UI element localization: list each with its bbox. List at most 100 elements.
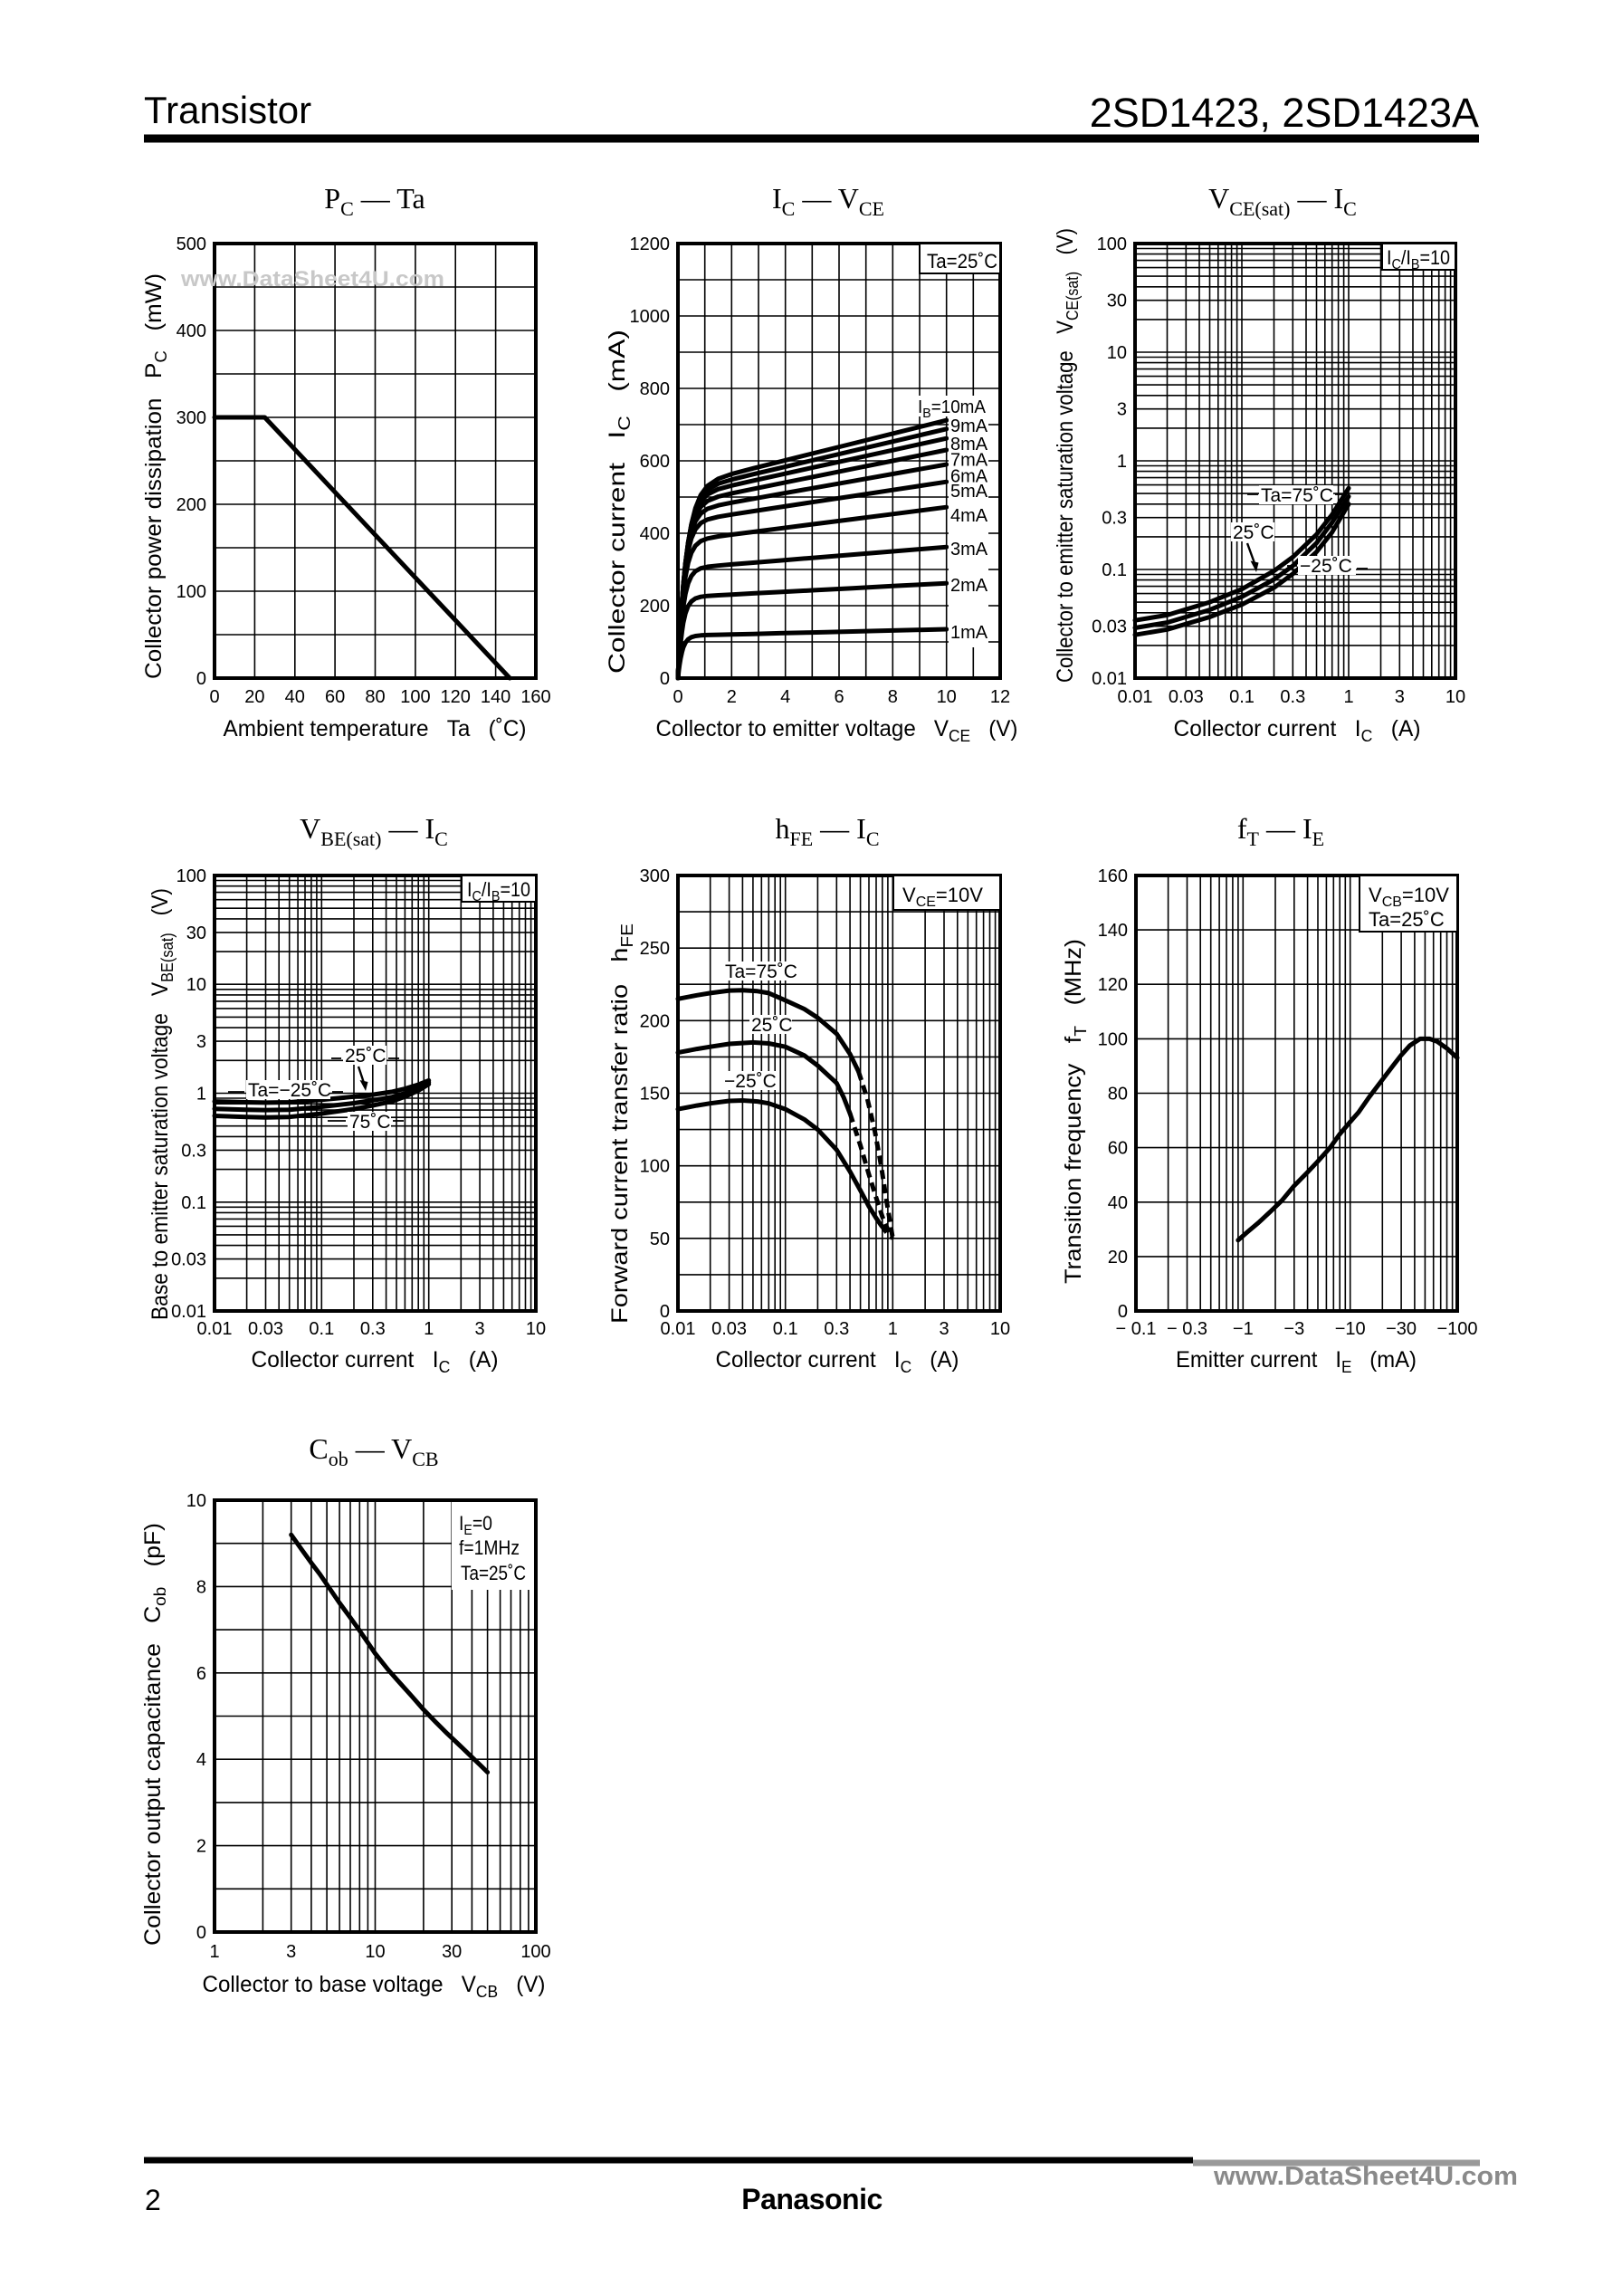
svg-text:Transistor: Transistor [144, 89, 311, 131]
svg-text:−1: −1 [1233, 1319, 1254, 1339]
svg-text:120: 120 [441, 687, 471, 707]
svg-text:VCB=10V: VCB=10V [1369, 884, 1449, 910]
svg-text:4: 4 [780, 687, 790, 707]
svg-text:10: 10 [526, 1319, 546, 1339]
svg-text:0.3: 0.3 [1102, 509, 1127, 529]
svg-text:10: 10 [365, 1942, 385, 1962]
svg-text:−3: −3 [1283, 1319, 1304, 1339]
svg-text:400: 400 [177, 321, 206, 341]
svg-text:0: 0 [1118, 1302, 1128, 1322]
svg-text:Collector current IC (A): Collector current IC (A) [716, 1347, 959, 1376]
svg-text:10: 10 [1445, 687, 1465, 707]
svg-text:60: 60 [1108, 1139, 1128, 1159]
svg-text:2: 2 [727, 687, 737, 707]
svg-text:6: 6 [834, 687, 844, 707]
svg-text:1: 1 [1117, 452, 1127, 472]
svg-text:300: 300 [640, 866, 670, 886]
svg-text:60: 60 [325, 687, 345, 707]
svg-text:40: 40 [1108, 1193, 1128, 1213]
svg-text:3: 3 [286, 1942, 296, 1962]
svg-text:www.DataSheet4U.com: www.DataSheet4U.com [1213, 2162, 1518, 2191]
svg-text:0.01: 0.01 [1092, 669, 1127, 689]
svg-text:−25˚C: −25˚C [724, 1071, 777, 1092]
svg-text:150: 150 [640, 1085, 670, 1105]
svg-text:0.03: 0.03 [248, 1319, 283, 1339]
svg-text:10: 10 [186, 1491, 206, 1511]
svg-text:8: 8 [888, 687, 898, 707]
svg-text:IE=0: IE=0 [459, 1512, 492, 1538]
svg-text:0: 0 [209, 687, 219, 707]
svg-text:20: 20 [244, 687, 264, 707]
svg-text:0.3: 0.3 [1280, 687, 1305, 707]
svg-text:1: 1 [424, 1319, 434, 1339]
svg-text:Collector current IC (A): Collector current IC (A) [252, 1347, 499, 1376]
svg-text:20: 20 [1108, 1248, 1128, 1268]
svg-text:0: 0 [660, 669, 670, 689]
svg-text:Emitter current IE (mA): Emitter current IE (mA) [1176, 1347, 1417, 1376]
svg-text:0.01: 0.01 [1118, 687, 1153, 707]
svg-text:PC — Ta: PC — Ta [324, 182, 425, 220]
svg-text:Panasonic: Panasonic [741, 2183, 883, 2215]
svg-text:0.1: 0.1 [1102, 560, 1127, 580]
svg-text:0.03: 0.03 [711, 1319, 747, 1339]
svg-text:VCE=10V: VCE=10V [902, 884, 983, 910]
svg-text:1: 1 [196, 1085, 206, 1105]
svg-text:400: 400 [640, 524, 670, 544]
svg-text:8mA: 8mA [950, 435, 988, 454]
svg-text:−10: −10 [1335, 1319, 1366, 1339]
svg-text:40: 40 [285, 687, 305, 707]
svg-text:0.01: 0.01 [197, 1319, 233, 1339]
svg-text:10: 10 [1107, 343, 1127, 363]
svg-text:− 0.3: − 0.3 [1167, 1319, 1207, 1339]
svg-text:100: 100 [1098, 1029, 1128, 1049]
svg-text:2mA: 2mA [950, 576, 988, 596]
svg-text:−25˚C: −25˚C [1300, 556, 1352, 577]
svg-text:1: 1 [1343, 687, 1353, 707]
svg-text:0.01: 0.01 [171, 1302, 206, 1322]
svg-text:10: 10 [937, 687, 957, 707]
svg-text:Ta=25˚C: Ta=25˚C [1369, 908, 1445, 931]
svg-text:4: 4 [196, 1750, 206, 1770]
svg-text:160: 160 [520, 687, 550, 707]
svg-text:30: 30 [442, 1942, 462, 1962]
svg-text:10: 10 [990, 1319, 1010, 1339]
svg-text:0.03: 0.03 [1169, 687, 1204, 707]
svg-text:300: 300 [177, 408, 206, 428]
svg-text:75˚C: 75˚C [349, 1112, 391, 1133]
svg-text:2SD1423, 2SD1423A: 2SD1423, 2SD1423A [1090, 90, 1479, 136]
svg-text:4mA: 4mA [950, 506, 988, 526]
svg-text:0.1: 0.1 [1229, 687, 1255, 707]
svg-text:200: 200 [640, 597, 670, 617]
svg-text:−30: −30 [1386, 1319, 1417, 1339]
svg-text:Ta=25˚C: Ta=25˚C [461, 1562, 526, 1584]
svg-text:0: 0 [660, 1302, 670, 1322]
svg-text:200: 200 [640, 1011, 670, 1031]
svg-text:Forward current transfer ratio: Forward current transfer ratio hFE [607, 923, 636, 1324]
svg-text:200: 200 [177, 495, 206, 515]
svg-text:0.03: 0.03 [1092, 617, 1127, 637]
svg-text:0.01: 0.01 [661, 1319, 696, 1339]
svg-text:Collector current IC (mA): Collector current IC (mA) [605, 330, 634, 674]
svg-text:25˚C: 25˚C [1233, 522, 1274, 543]
svg-text:2: 2 [145, 2184, 161, 2216]
svg-text:0.3: 0.3 [360, 1319, 386, 1339]
svg-text:0: 0 [196, 1923, 206, 1943]
svg-text:100: 100 [177, 866, 206, 886]
svg-text:3: 3 [1395, 687, 1405, 707]
svg-text:6mA: 6mA [950, 467, 988, 487]
svg-text:0.03: 0.03 [171, 1250, 206, 1270]
svg-text:3mA: 3mA [950, 540, 988, 560]
svg-text:0.3: 0.3 [181, 1141, 206, 1161]
svg-text:0.1: 0.1 [181, 1193, 206, 1213]
svg-text:1200: 1200 [630, 234, 671, 254]
svg-text:160: 160 [1098, 866, 1128, 886]
svg-text:100: 100 [177, 582, 206, 602]
svg-text:0: 0 [196, 669, 206, 689]
svg-text:30: 30 [1107, 292, 1127, 311]
svg-text:0.1: 0.1 [773, 1319, 798, 1339]
svg-text:800: 800 [640, 379, 670, 399]
svg-text:25˚C: 25˚C [751, 1015, 793, 1036]
svg-text:Collector current IC (A): Collector current IC (A) [1174, 716, 1421, 745]
svg-text:50: 50 [650, 1229, 670, 1249]
svg-text:Ta=75˚C: Ta=75˚C [725, 961, 797, 982]
